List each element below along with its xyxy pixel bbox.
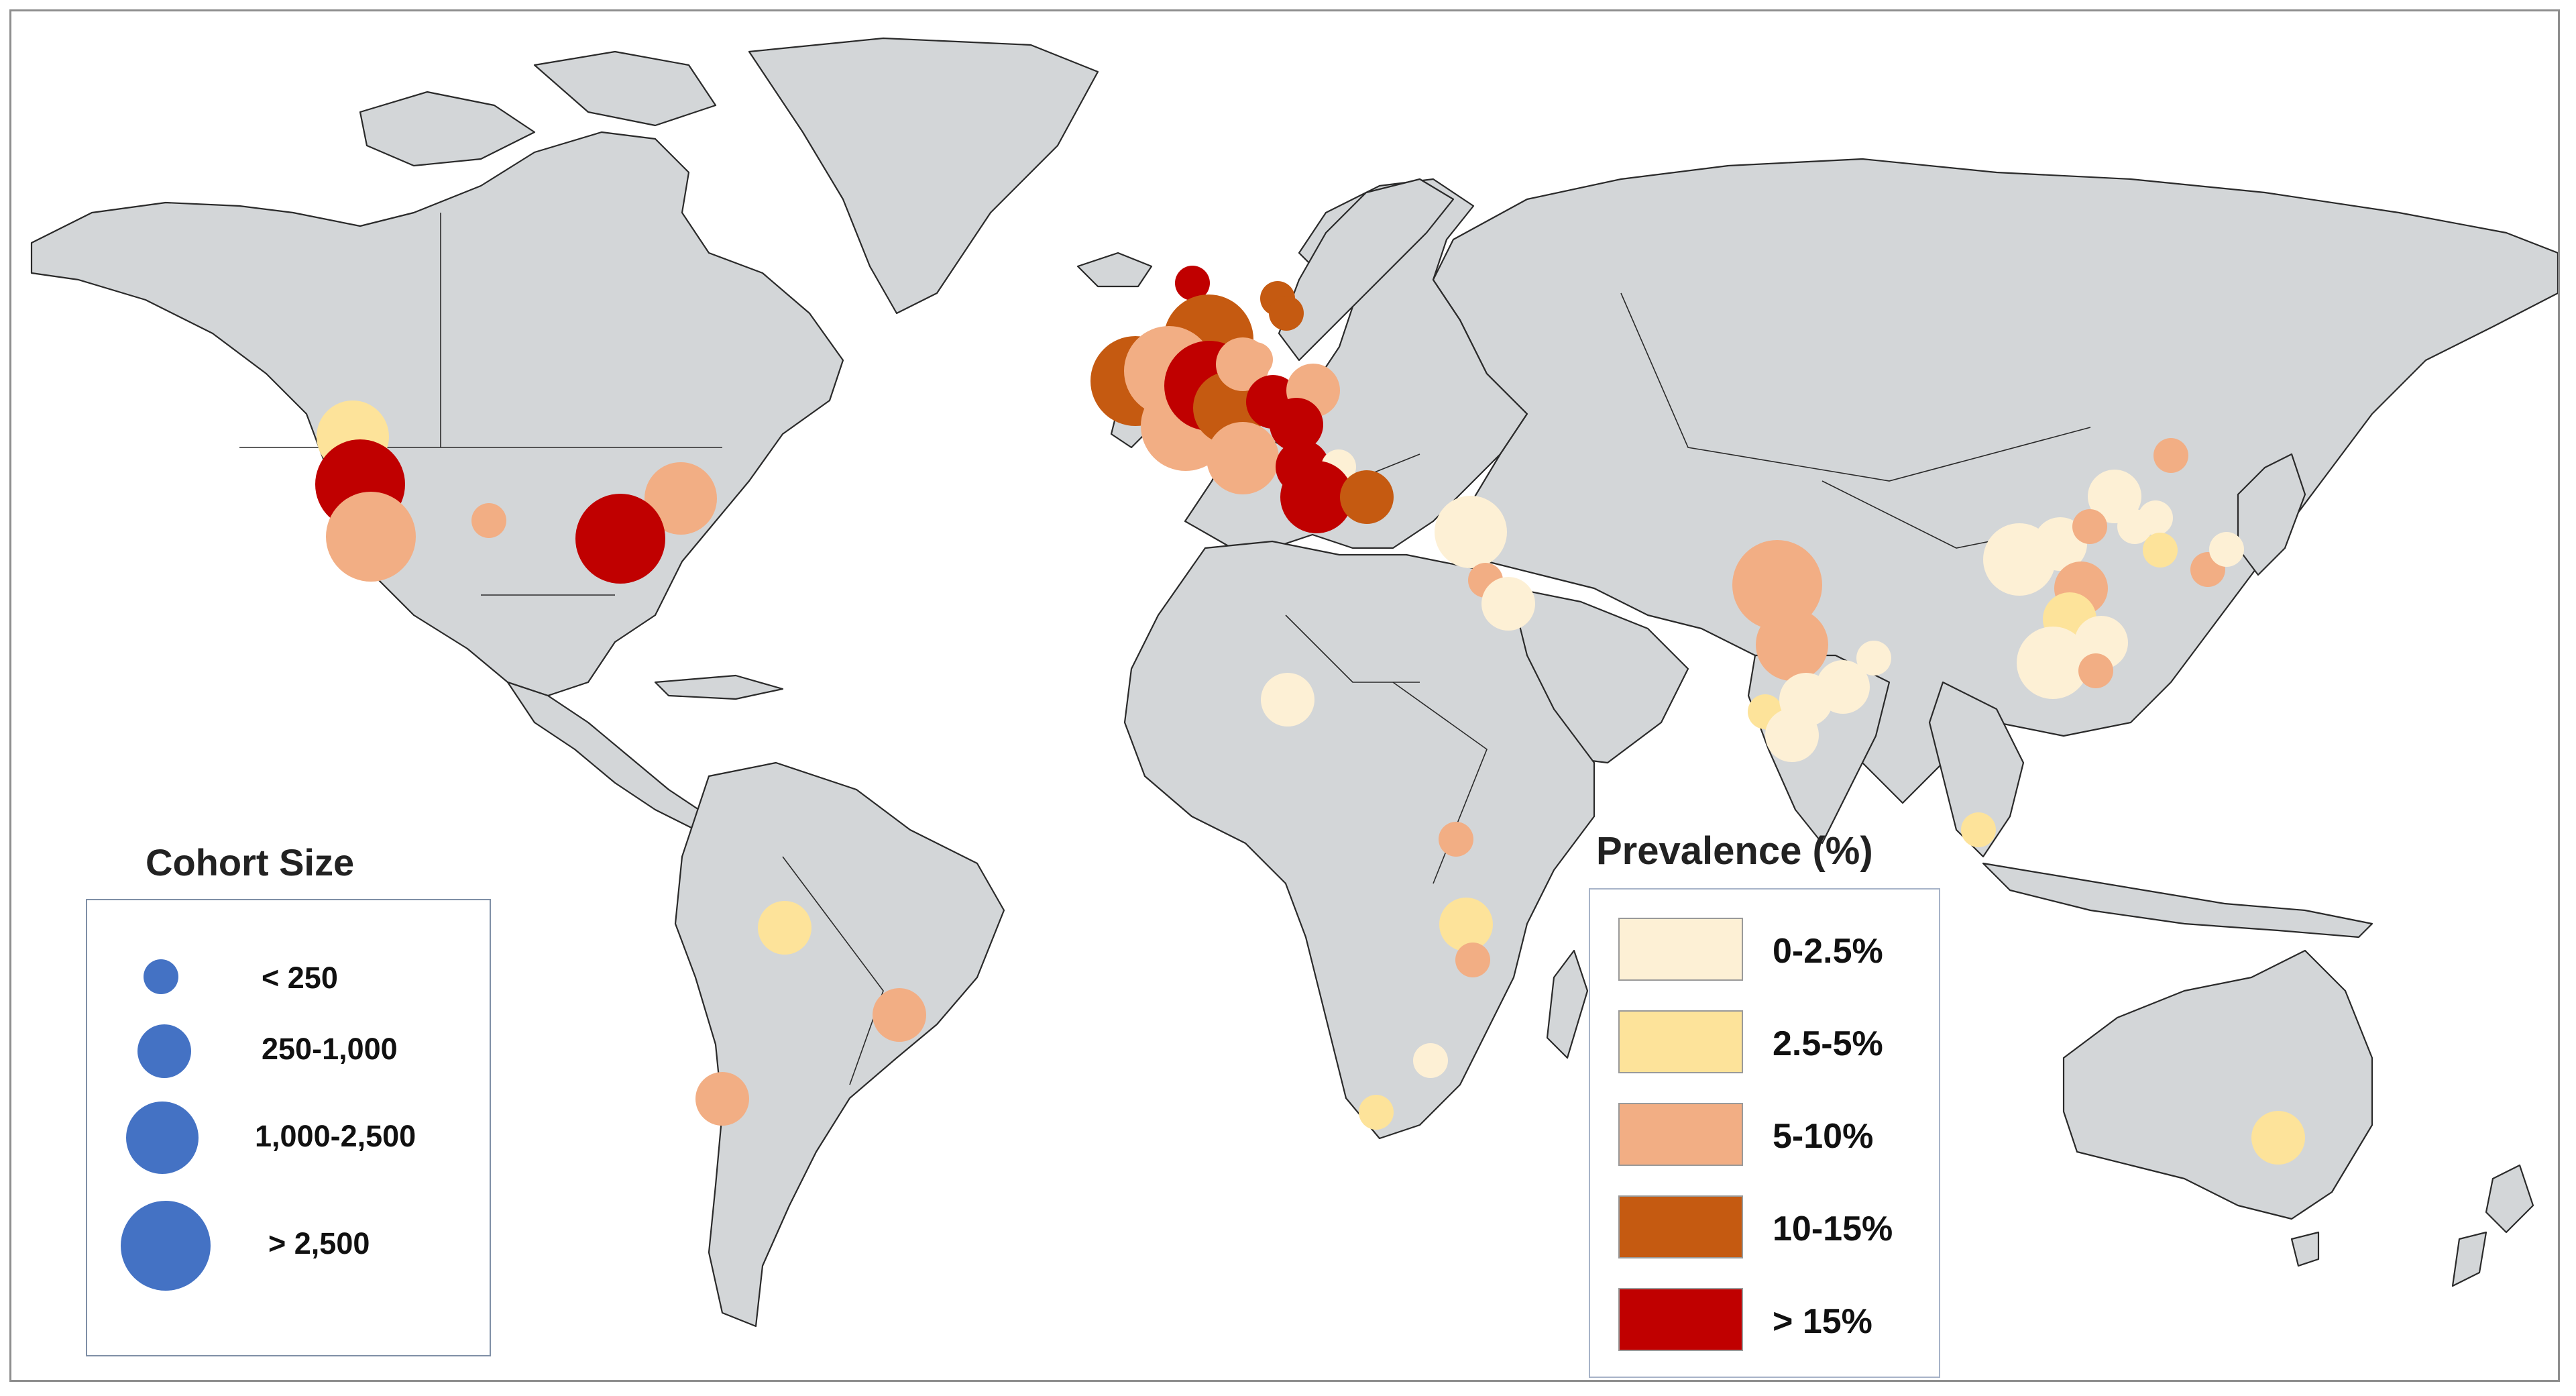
marker-mozambique bbox=[1455, 943, 1490, 977]
marker-china-northeast bbox=[2153, 438, 2188, 473]
southeast-asia bbox=[1928, 681, 2025, 858]
size-label-l: > 2,500 bbox=[268, 1226, 370, 1260]
marker-taiwan bbox=[2078, 653, 2113, 688]
new-zealand bbox=[2485, 1164, 2534, 1234]
marker-argentina-chile bbox=[695, 1072, 749, 1126]
marker-malawi bbox=[1439, 898, 1493, 951]
tasmania bbox=[2290, 1231, 2320, 1267]
world-map bbox=[30, 37, 2558, 1328]
indonesia-islands bbox=[1982, 862, 2373, 938]
new-zealand-south bbox=[2451, 1231, 2487, 1287]
scandinavia-landmass bbox=[1278, 178, 1455, 362]
marker-brazil-southeast bbox=[873, 988, 926, 1042]
swatch-10-15 bbox=[1618, 1195, 1743, 1258]
marker-us-east bbox=[575, 494, 665, 584]
prev-label-5-10: 5-10% bbox=[1773, 1117, 1874, 1156]
size-dot-s bbox=[137, 1024, 191, 1078]
prev-label-over-15: > 15% bbox=[1773, 1302, 1872, 1341]
marker-bolivia-brazil bbox=[758, 901, 811, 955]
swatch-2-5-5 bbox=[1618, 1010, 1743, 1073]
marker-malaysia bbox=[1961, 812, 1996, 847]
marker-israel-jordan bbox=[1481, 577, 1535, 631]
size-label-s: 250-1,000 bbox=[262, 1032, 398, 1066]
size-dot-l bbox=[121, 1201, 211, 1291]
marker-iceland-norway bbox=[1175, 266, 1210, 301]
swatch-0-2-5 bbox=[1618, 918, 1743, 981]
cohort-size-legend: < 250 250-1,000 1,000-2,500 > 2,500 bbox=[86, 899, 491, 1356]
marker-india-central bbox=[1756, 608, 1828, 681]
iceland bbox=[1076, 252, 1153, 288]
map-frame: Cohort Size < 250 250-1,000 1,000-2,500 … bbox=[9, 9, 2560, 1382]
marker-us-central bbox=[471, 503, 506, 538]
marker-korea-south bbox=[2143, 533, 2178, 568]
central-america-landmass bbox=[506, 681, 710, 831]
marker-us-northeast bbox=[645, 462, 717, 535]
size-label-m: 1,000-2,500 bbox=[255, 1119, 416, 1153]
prev-label-0-2-5: 0-2.5% bbox=[1773, 932, 1883, 971]
size-label-xs: < 250 bbox=[262, 961, 338, 995]
marker-uganda bbox=[1439, 822, 1473, 857]
south-america-landmass bbox=[674, 761, 1005, 1328]
prev-label-10-15: 10-15% bbox=[1773, 1210, 1893, 1248]
swatch-over-15 bbox=[1618, 1288, 1743, 1351]
marker-balkans bbox=[1340, 470, 1394, 524]
size-dot-xs bbox=[144, 959, 178, 994]
swatch-5-10 bbox=[1618, 1103, 1743, 1166]
marker-nigeria-chad bbox=[1261, 673, 1314, 727]
prevalence-title: Prevalence (%) bbox=[1596, 829, 1873, 873]
marker-germany-south bbox=[1270, 398, 1323, 451]
marker-france bbox=[1207, 422, 1279, 494]
arctic-islands bbox=[359, 91, 536, 167]
marker-bangladesh bbox=[1856, 641, 1891, 676]
marker-china-beijing bbox=[2088, 470, 2141, 523]
marker-denmark bbox=[1238, 342, 1273, 377]
australia-landmass bbox=[2062, 949, 2373, 1220]
size-dot-m bbox=[126, 1102, 199, 1174]
marker-india-bengal bbox=[1816, 660, 1870, 714]
cohort-size-title: Cohort Size bbox=[146, 841, 355, 883]
marker-korea bbox=[2138, 500, 2173, 535]
marker-italy-north bbox=[1280, 461, 1353, 533]
north-america-landmass bbox=[30, 131, 844, 697]
arctic-islands-2 bbox=[533, 50, 717, 127]
marker-india-south bbox=[1765, 708, 1819, 762]
marker-south-africa-north bbox=[1413, 1043, 1448, 1078]
marker-south-africa-cape bbox=[1359, 1095, 1394, 1130]
marker-us-california bbox=[326, 492, 416, 582]
marker-layer bbox=[315, 266, 2305, 1165]
marker-china-southeast bbox=[2017, 627, 2089, 699]
marker-turkey bbox=[1435, 496, 1507, 568]
greenland-landmass bbox=[748, 37, 1099, 315]
madagascar bbox=[1546, 949, 1589, 1059]
marker-japan bbox=[2209, 532, 2244, 567]
marker-china-shandong bbox=[2072, 509, 2107, 544]
caribbean-islands bbox=[654, 674, 784, 700]
marker-sweden-south bbox=[1269, 296, 1304, 331]
marker-pakistan-india-north bbox=[1732, 540, 1822, 630]
prev-label-2-5-5: 2.5-5% bbox=[1773, 1024, 1883, 1063]
marker-australia-southeast bbox=[2251, 1111, 2305, 1165]
prevalence-legend: 0-2.5% 2.5-5% 5-10% 10-15% > 15% bbox=[1589, 888, 1940, 1378]
